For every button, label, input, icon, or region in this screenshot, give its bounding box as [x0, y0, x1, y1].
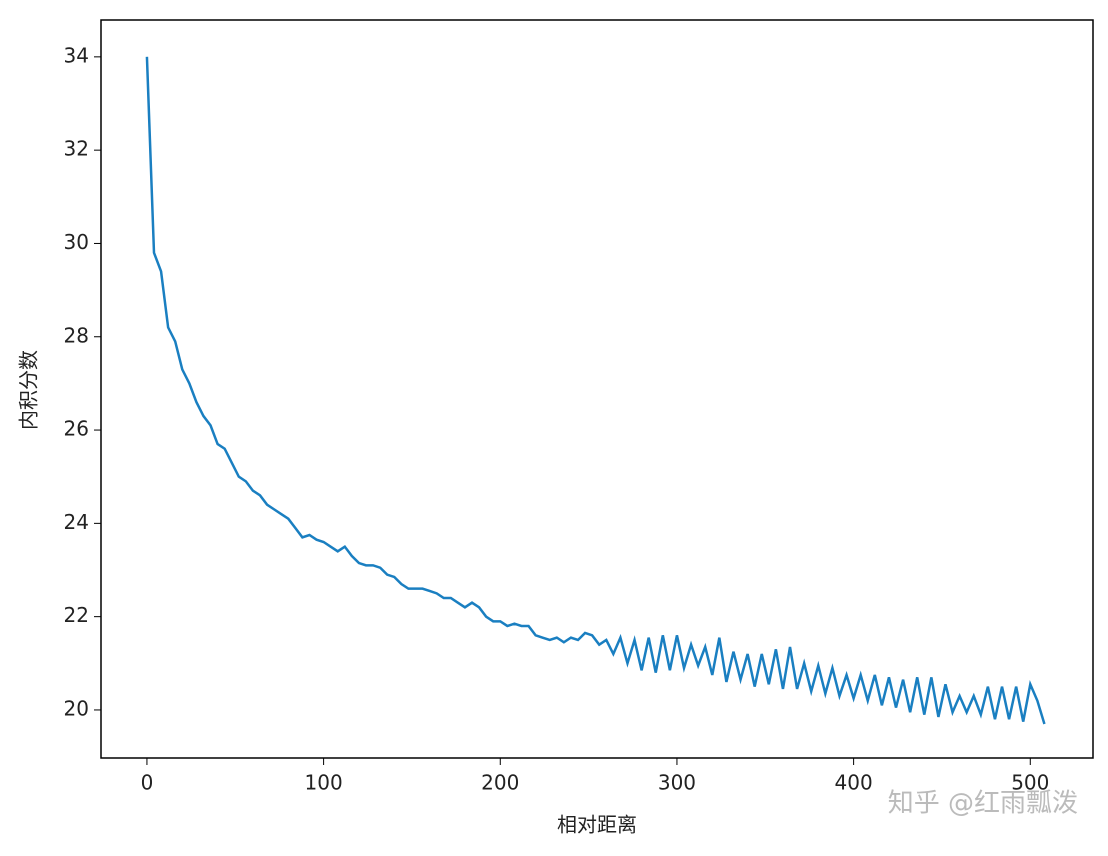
y-tick-label: 32: [64, 137, 89, 161]
y-tick-label: 34: [64, 43, 89, 67]
x-tick-label: 400: [835, 771, 873, 795]
x-tick-label: 500: [1011, 771, 1049, 795]
y-tick-label: 20: [64, 696, 89, 720]
y-tick-label: 30: [64, 230, 89, 254]
line: [145, 56, 1046, 725]
x-tick-label: 100: [305, 771, 343, 795]
y-axis-label: 内积分数: [17, 350, 41, 430]
y-tick-label: 22: [64, 603, 89, 627]
x-axis-label: 相对距离: [557, 813, 637, 837]
y-tick-label: 26: [64, 417, 89, 441]
y-tick-label: 28: [64, 323, 89, 347]
x-tick-label: 0: [141, 771, 154, 795]
plot-frame: [100, 19, 1094, 759]
x-tick-label: 300: [658, 771, 696, 795]
y-tick-label: 24: [64, 510, 89, 534]
x-tick-label: 200: [481, 771, 519, 795]
watermark: 知乎 @红雨瓢泼: [888, 789, 1078, 819]
